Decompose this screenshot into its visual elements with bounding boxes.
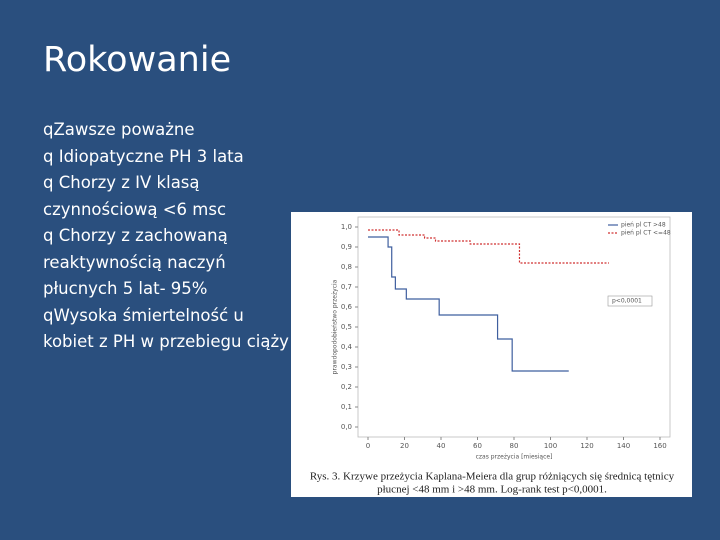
x-tick-label: 40 <box>437 442 446 450</box>
y-tick-label: 0,9 <box>341 243 352 251</box>
bullet: qZawsze poważne <box>43 120 195 139</box>
legend-label: pień pl CT >48 <box>621 222 666 229</box>
annotation: p<0,0001 <box>612 298 642 305</box>
x-tick-label: 60 <box>473 442 482 450</box>
survival-curve <box>368 229 609 264</box>
legend-label: pień pl CT <=48 <box>621 230 671 237</box>
slide-title: Rokowanie <box>43 40 232 80</box>
survival-curve <box>368 236 569 372</box>
x-axis-label: czas przeżycia [miesiące] <box>476 454 553 461</box>
x-tick-label: 100 <box>544 442 557 450</box>
x-tick-label: 20 <box>400 442 409 450</box>
bullet: q Chorzy z zachowaną reaktywnością naczy… <box>43 226 228 298</box>
y-tick-label: 0,5 <box>341 323 352 331</box>
x-tick-label: 0 <box>366 442 370 450</box>
bullet-list: qZawsze poważne q Idiopatyczne PH 3 lata q… <box>43 117 293 356</box>
caption: Rys. 3. Krzywe przeżycia Kaplana-Meiera … <box>310 471 675 483</box>
x-tick-label: 160 <box>653 442 666 450</box>
y-tick-label: 1,0 <box>341 223 352 231</box>
x-tick-label: 80 <box>510 442 519 450</box>
y-tick-label: 0,6 <box>341 303 353 311</box>
bullet: qWysoka śmiertelność u kobiet z PH w prz… <box>43 305 289 352</box>
y-tick-label: 0,1 <box>341 403 352 411</box>
y-tick-label: 0,8 <box>341 263 352 271</box>
annotation-box <box>607 295 653 307</box>
bullet: q Chorzy z IV klasą czynnościową <6 msc <box>43 173 227 219</box>
x-tick-label: 140 <box>617 442 630 450</box>
x-tick-label: 120 <box>580 442 593 450</box>
y-tick-label: 0,0 <box>341 423 352 431</box>
y-tick-label: 0,2 <box>341 383 352 391</box>
y-tick-label: 0,3 <box>341 363 352 371</box>
y-axis-label: prawdopodobieństwo przeżycia <box>332 279 339 374</box>
bullet: q Idiopatyczne PH 3 lata <box>43 146 244 166</box>
y-tick-label: 0,7 <box>341 283 352 291</box>
y-tick-label: 0,4 <box>341 343 353 351</box>
caption: płucnej <48 mm i >48 mm. Log-rank test p… <box>377 484 607 496</box>
